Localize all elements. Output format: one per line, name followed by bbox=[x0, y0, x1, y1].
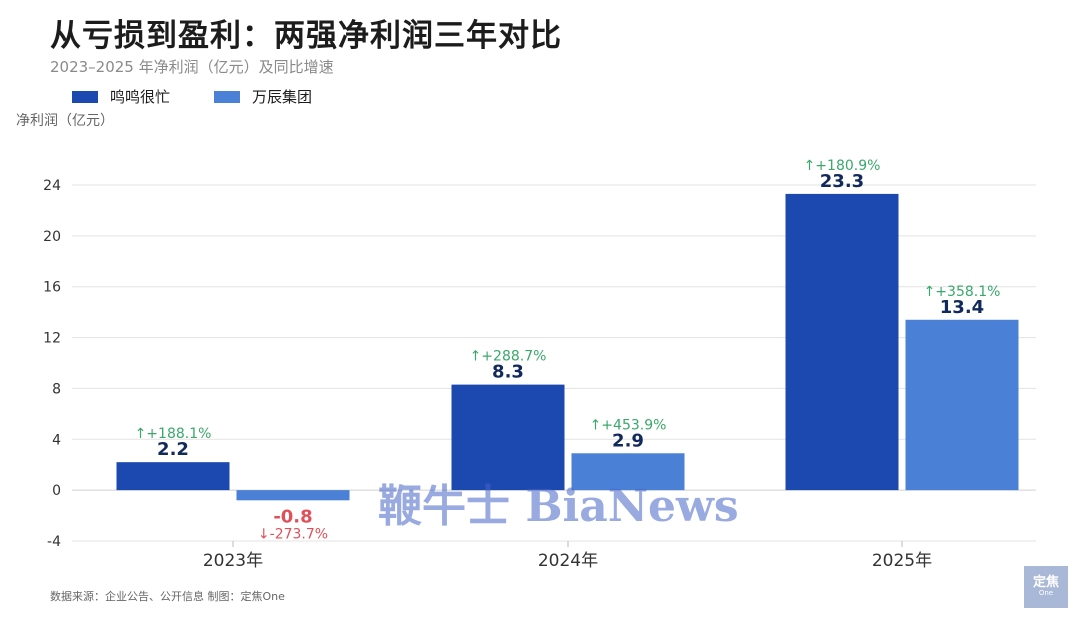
brand-logo: 定焦 One bbox=[1024, 566, 1068, 608]
y-tick-label: 24 bbox=[43, 178, 61, 194]
bar bbox=[451, 384, 565, 491]
data-label: 23.3 bbox=[820, 171, 864, 192]
data-label: 13.4 bbox=[940, 297, 984, 318]
x-tick-label: 2023年 bbox=[203, 551, 263, 571]
source-note: 数据来源：企业公告、公开信息 制图：定焦One bbox=[50, 590, 285, 603]
growth-label: ↑+188.1% bbox=[135, 426, 212, 442]
y-tick-label: 16 bbox=[43, 280, 61, 296]
bar bbox=[236, 490, 350, 501]
logo-text: 定焦 bbox=[1032, 575, 1059, 590]
growth-label: ↑+180.9% bbox=[804, 158, 881, 174]
logo-small-text: One bbox=[1038, 589, 1054, 598]
x-tick-label: 2024年 bbox=[538, 551, 598, 571]
growth-label: ↑+288.7% bbox=[470, 349, 547, 365]
y-tick-label: 0 bbox=[52, 483, 61, 499]
y-tick-label: 4 bbox=[52, 432, 61, 448]
data-label: 2.2 bbox=[157, 439, 189, 460]
y-tick-label: -4 bbox=[47, 534, 61, 550]
y-tick-label: 12 bbox=[43, 331, 61, 347]
chart-subtitle: 2023–2025 年净利润（亿元）及同比增速 bbox=[50, 58, 334, 76]
bar bbox=[905, 319, 1019, 491]
legend-swatch-series-2 bbox=[214, 90, 241, 103]
legend-item-series-1: 鸣鸣很忙 bbox=[72, 86, 170, 107]
legend-label-series-1: 鸣鸣很忙 bbox=[110, 88, 171, 106]
growth-label: ↑+358.1% bbox=[924, 284, 1001, 300]
y-axis-label: 净利润（亿元） bbox=[16, 113, 114, 129]
y-tick-label: 20 bbox=[43, 229, 61, 245]
data-label: 8.3 bbox=[492, 362, 524, 383]
legend: 鸣鸣很忙 万辰集团 bbox=[72, 86, 312, 107]
data-label: -0.8 bbox=[273, 506, 312, 527]
legend-item-series-2: 万辰集团 bbox=[214, 86, 312, 107]
bar bbox=[785, 193, 899, 491]
bar bbox=[571, 453, 685, 491]
growth-label: ↓-273.7% bbox=[258, 526, 328, 542]
data-label: 2.9 bbox=[612, 430, 644, 451]
x-tick-label: 2025年 bbox=[872, 551, 932, 571]
y-tick-label: 8 bbox=[52, 381, 61, 397]
legend-label-series-2: 万辰集团 bbox=[252, 88, 313, 106]
growth-label: ↑+453.9% bbox=[590, 417, 667, 433]
bar bbox=[116, 462, 230, 491]
chart-title: 从亏损到盈利：两强净利润三年对比 bbox=[50, 18, 562, 54]
legend-swatch-series-1 bbox=[72, 90, 98, 103]
